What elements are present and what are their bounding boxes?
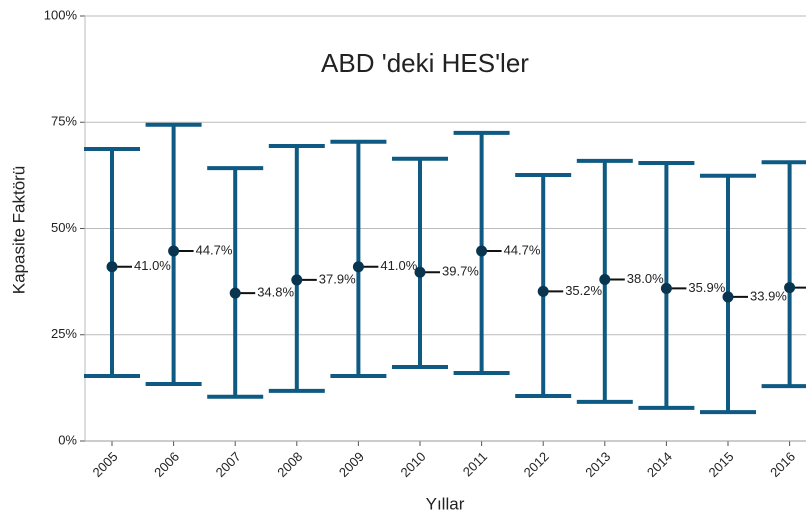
y-tick-label: 25% [51,326,77,341]
y-tick-label: 75% [51,114,77,129]
data-label: 44.7% [504,242,541,257]
x-axis-label: Yıllar [426,494,465,513]
mean-point [168,245,180,257]
x-tick-label: 2011 [460,449,490,479]
x-tick-label: 2015 [705,449,736,480]
data-label: 37.9% [319,271,356,286]
mean-point [537,285,549,297]
x-tick-label: 2005 [89,449,120,480]
y-tick-label: 50% [51,220,77,235]
chart-title: ABD 'deki HES'ler [321,48,529,78]
x-tick-label: 2014 [644,449,675,480]
data-label: 38.0% [627,271,664,286]
x-tick-label: 2008 [274,449,305,480]
data-label: 41.0% [134,258,171,273]
mean-point [291,274,303,286]
mean-point [784,282,796,294]
data-label: 33.9% [750,288,787,303]
mean-point [599,274,611,285]
mean-point [660,282,672,294]
y-axis-label: Kapasite Faktörü [9,166,28,295]
data-label: 34.8% [257,285,294,300]
x-tick-label: 2016 [767,449,798,480]
x-tick-label: 2013 [582,449,613,480]
x-tick-label: 2009 [336,449,367,480]
mean-point [106,261,118,273]
mean-point [352,261,364,273]
data-label: 35.9% [688,280,725,295]
mean-point [722,291,734,303]
data-label: 35.2% [565,283,602,298]
y-tick-label: 0% [58,432,77,447]
x-tick-label: 2012 [521,449,552,480]
mean-point [229,287,241,299]
mean-point [476,245,488,257]
x-tick-label: 2007 [213,449,244,480]
data-label: 41.0% [380,258,417,273]
mean-point [414,266,426,278]
x-tick-label: 2006 [151,449,182,480]
data-label: 39.7% [442,264,479,279]
x-tick-label: 2010 [397,449,428,480]
data-label: 44.7% [196,242,233,257]
y-tick-label: 100% [44,7,78,22]
